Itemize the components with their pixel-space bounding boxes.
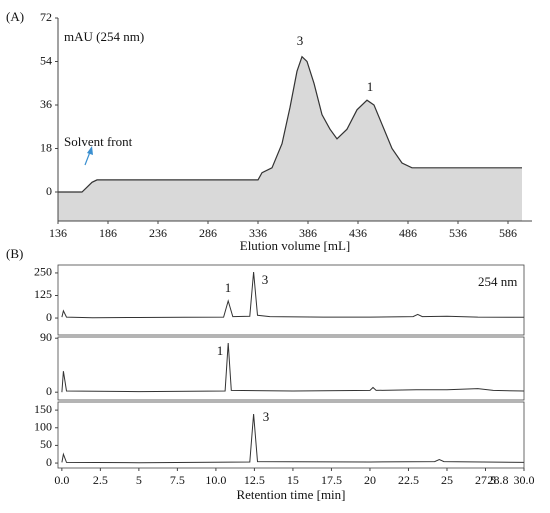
x-axis-label: Elution volume [mL] [240,238,350,253]
y-tick-label: 0 [46,310,52,324]
x-tick-label: 12.5 [244,473,265,487]
x-tick-label: 286 [199,226,217,240]
arrow-head [87,146,93,155]
x-axis-label: Retention time [min] [236,487,345,502]
annotation: 1 [217,343,224,358]
y-tick-label: 150 [34,402,52,416]
plot-frame [57,401,525,469]
y-tick-label: 0 [46,455,52,469]
arrow [84,151,91,166]
x-tick-label: 22.5 [398,473,419,487]
x-tick-label: 336 [249,226,267,240]
annotation: 3 [262,272,269,287]
y-tick-label: 72 [40,10,52,24]
y-tick-label: 90 [40,330,52,344]
x-tick-label: 10.0 [205,473,226,487]
y-tick-label: 18 [40,140,52,154]
x-tick-label: 236 [149,226,167,240]
x-tick-label: 486 [399,226,417,240]
x-tick-label: 186 [99,226,117,240]
x-tick-label: 5 [136,473,142,487]
x-tick-label: 386 [299,226,317,240]
annotation: Solvent front [64,134,133,149]
y-tick-label: 100 [34,420,52,434]
x-tick-label: 136 [49,226,67,240]
x-tick-label: 586 [499,226,517,240]
y-tick-label: 0 [46,384,52,398]
y-tick-label: 125 [34,287,52,301]
annotation: mAU (254 nm) [64,29,144,44]
x-tick-label: 30.0 [514,473,535,487]
x-tick-label: 536 [449,226,467,240]
trace [58,55,522,193]
annotation: 1 [367,79,374,94]
y-tick-label: 50 [40,437,52,451]
x-tick-label: 20 [364,473,376,487]
x-tick-label: 15 [287,473,299,487]
y-tick-label: 250 [34,265,52,279]
trace [61,342,525,393]
y-tick-label: 36 [40,97,52,111]
x-tick-label: 17.5 [321,473,342,487]
x-tick-label: 28.8 [488,473,509,487]
x-tick-label: 7.5 [170,473,185,487]
annotation: 3 [297,33,304,48]
annotation: 3 [263,409,270,424]
x-tick-label: 436 [349,226,367,240]
x-tick-label: 2.5 [93,473,108,487]
x-tick-label: 25 [441,473,453,487]
plot-frame [57,336,525,401]
panel-label: (B) [6,246,23,261]
y-tick-label: 0 [46,184,52,198]
y-tick-label: 54 [40,53,52,67]
trace [61,271,525,319]
annotation: 1 [225,280,232,295]
x-tick-label: 27.5 [475,473,496,487]
x-tick-label: 0.0 [54,473,69,487]
panel-label: (A) [6,9,24,24]
plot-frame [57,264,525,336]
annotation: 254 nm [478,274,517,289]
trace [61,413,525,464]
